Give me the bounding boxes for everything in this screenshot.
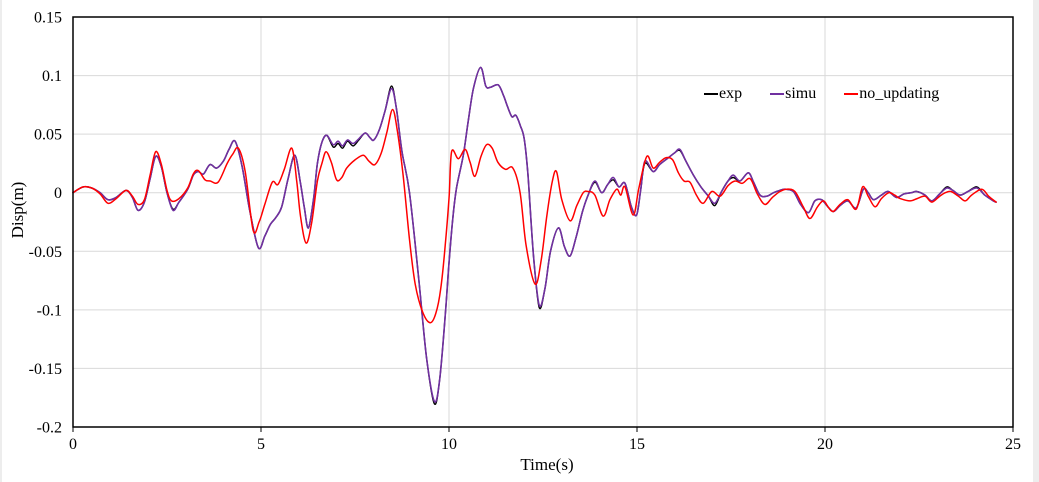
plot-border (72, 16, 1014, 428)
svg-text:0.05: 0.05 (34, 127, 62, 144)
simu-line-swatch (770, 93, 785, 95)
x-axis-title: Time(s) (520, 455, 573, 474)
svg-text:15: 15 (629, 436, 645, 453)
svg-text:0: 0 (69, 436, 77, 453)
legend: exp simu no_updating (704, 85, 939, 103)
legend-label-exp: exp (719, 85, 743, 102)
svg-text:-0.05: -0.05 (29, 244, 62, 261)
axis-tick-labels: 0.15 0.1 0.05 0 -0.05 -0.1 -0.15 -0.2 0 5 10 15 20 25 (29, 10, 1021, 454)
series-line-no_updating (72, 108, 997, 324)
svg-text:5: 5 (257, 436, 265, 453)
legend-item-no-updating: no_updating (844, 85, 939, 103)
left-edge-strip (0, 0, 2, 482)
no-updating-line-swatch (844, 93, 859, 95)
svg-text:-0.1: -0.1 (37, 302, 62, 319)
y-axis-title: Disp(m) (8, 182, 27, 239)
axis-tick-marks (72, 427, 1014, 432)
legend-item-simu: simu (770, 85, 816, 103)
svg-text:0.15: 0.15 (34, 10, 62, 27)
svg-text:-0.2: -0.2 (37, 420, 62, 437)
svg-text:10: 10 (441, 436, 457, 453)
series-line-simu (72, 66, 997, 403)
svg-text:0: 0 (54, 185, 62, 202)
exp-line-swatch (704, 93, 718, 95)
legend-label-simu: simu (785, 85, 817, 102)
svg-text:20: 20 (817, 436, 833, 453)
series-lines (72, 66, 997, 406)
svg-text:-0.15: -0.15 (29, 361, 62, 378)
gridlines (73, 17, 1013, 427)
legend-item-exp: exp (704, 85, 742, 103)
right-edge-strip (1033, 0, 1039, 482)
svg-text:0.1: 0.1 (42, 68, 62, 85)
svg-text:25: 25 (1005, 436, 1021, 453)
legend-label-no-updating: no_updating (859, 85, 940, 102)
series-line-exp (72, 66, 997, 406)
